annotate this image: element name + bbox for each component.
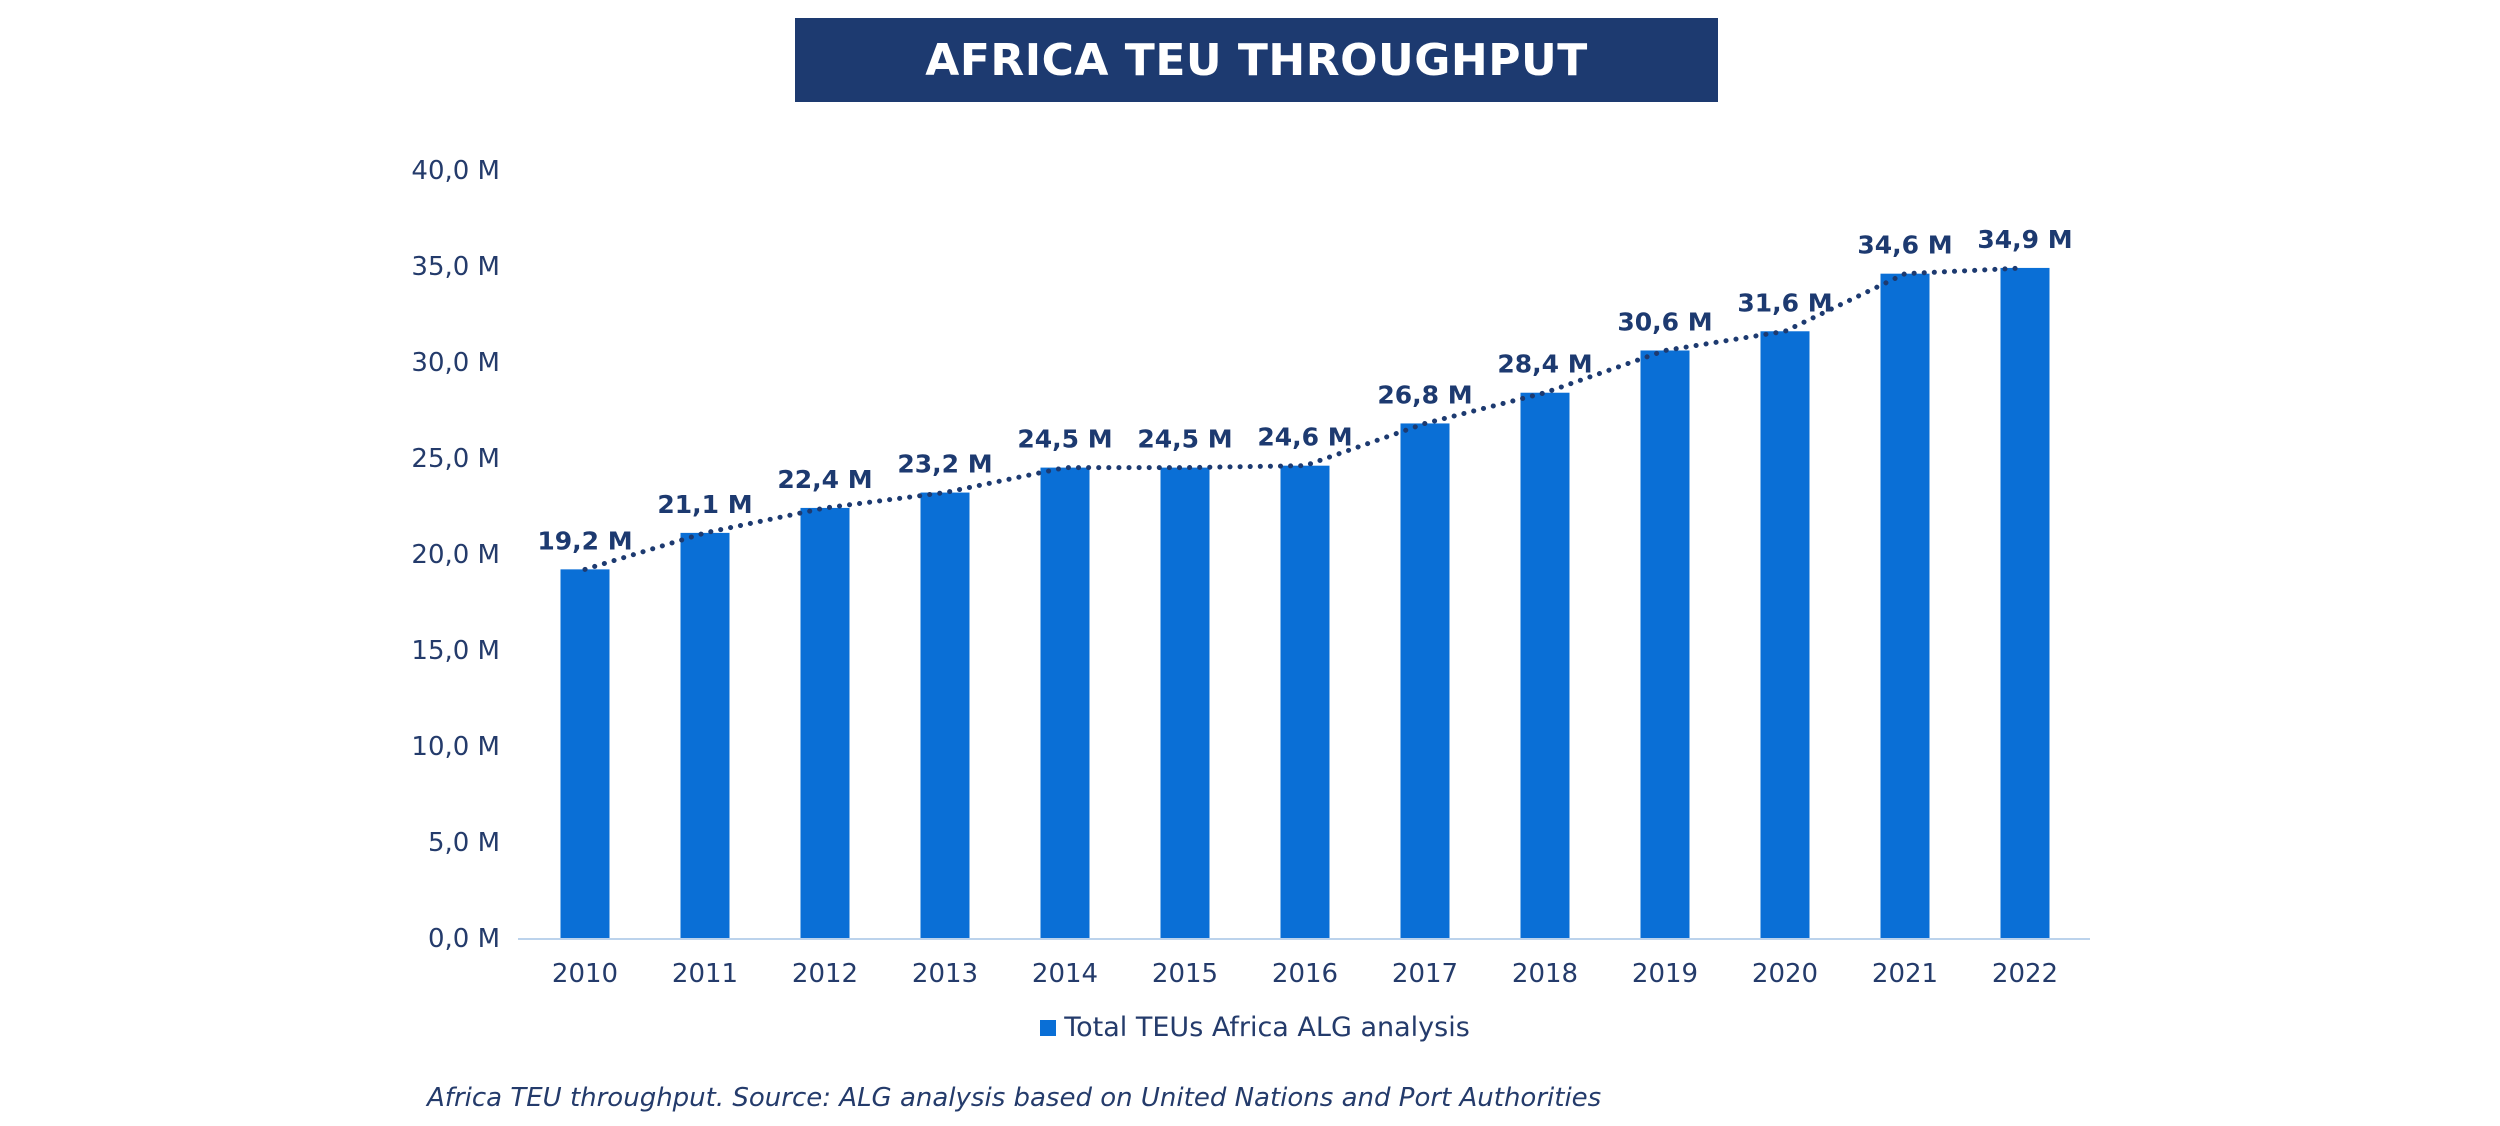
- y-tick-label: 0,0 M: [428, 924, 500, 954]
- bar: [1280, 465, 1330, 938]
- data-label: 31,6 M: [1737, 288, 1832, 317]
- data-label: 28,4 M: [1497, 350, 1592, 379]
- bar-chart: 0,0 M 5,0 M 10,0 M 15,0 M 20,0 M 25,0 M 30,0 M…: [411, 156, 2090, 989]
- bar: [1040, 467, 1090, 938]
- x-tick-label: 2013: [912, 959, 978, 989]
- legend-swatch: [1040, 1019, 1057, 1036]
- y-tick-label: 15,0 M: [411, 636, 500, 666]
- data-label: 22,4 M: [777, 465, 872, 494]
- y-tick-label: 20,0 M: [411, 540, 500, 570]
- bar: [680, 532, 730, 938]
- data-label: 19,2 M: [537, 526, 632, 555]
- x-tick-label: 2018: [1512, 959, 1578, 989]
- bar: [800, 507, 850, 938]
- y-tick-label: 40,0 M: [411, 156, 500, 186]
- x-tick-label: 2015: [1152, 959, 1218, 989]
- x-tick-label: 2016: [1272, 959, 1338, 989]
- x-tick-label: 2019: [1632, 959, 1698, 989]
- bar: [1640, 350, 1690, 939]
- data-label: 24,6 M: [1257, 423, 1352, 452]
- legend-label: Total TEUs Africa ALG analysis: [1064, 1012, 1470, 1043]
- data-label: 21,1 M: [657, 490, 752, 519]
- bar: [1520, 392, 1570, 939]
- figure-caption: Africa TEU throughput. Source: ALG analy…: [427, 1083, 1602, 1113]
- x-tick-label: 2012: [792, 959, 858, 989]
- x-tick-label: 2020: [1752, 959, 1818, 989]
- data-label: 24,5 M: [1017, 425, 1112, 454]
- bar: [1760, 331, 1810, 938]
- y-tick-label: 5,0 M: [428, 828, 500, 858]
- data-label: 24,5 M: [1137, 425, 1232, 454]
- bar: [920, 492, 970, 938]
- y-tick-label: 35,0 M: [411, 252, 500, 282]
- bar: [1880, 273, 1930, 938]
- title-banner: AFRICA TEU THROUGHPUT: [795, 18, 1718, 102]
- data-label: 23,2 M: [897, 450, 992, 479]
- data-label: 30,6 M: [1617, 307, 1712, 336]
- chart-title: AFRICA TEU THROUGHPUT: [925, 34, 1588, 86]
- data-label: 34,9 M: [1977, 225, 2072, 254]
- x-tick-label: 2017: [1392, 959, 1458, 989]
- y-tick-label: 10,0 M: [411, 732, 500, 762]
- x-tick-label: 2014: [1032, 959, 1098, 989]
- data-label: 34,6 M: [1857, 231, 1952, 260]
- trendline: [582, 265, 2028, 572]
- bar: [2000, 267, 2050, 938]
- bar: [1400, 423, 1450, 938]
- chart-legend: Total TEUs Africa ALG analysis: [0, 1012, 2500, 1043]
- data-label: 26,8 M: [1377, 380, 1472, 409]
- x-tick-label: 2010: [552, 959, 618, 989]
- y-tick-label: 25,0 M: [411, 444, 500, 474]
- x-tick-label: 2011: [672, 959, 738, 989]
- bar: [560, 569, 610, 938]
- x-tick-label: 2022: [1992, 959, 2058, 989]
- bar: [1160, 467, 1210, 938]
- x-tick-label: 2021: [1872, 959, 1938, 989]
- y-tick-label: 30,0 M: [411, 348, 500, 378]
